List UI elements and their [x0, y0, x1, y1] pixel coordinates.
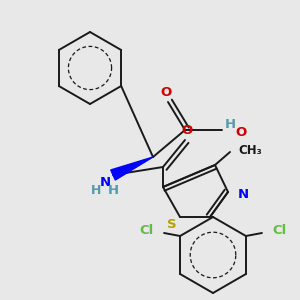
Polygon shape — [111, 157, 153, 180]
Text: O: O — [182, 124, 193, 136]
Text: N: N — [238, 188, 249, 202]
Text: H: H — [91, 184, 101, 197]
Text: S: S — [167, 218, 177, 232]
Text: O: O — [235, 125, 246, 139]
Text: O: O — [160, 86, 172, 100]
Text: CH₃: CH₃ — [238, 143, 262, 157]
Text: Cl: Cl — [140, 224, 154, 238]
Text: N: N — [99, 176, 111, 190]
Text: Cl: Cl — [272, 224, 286, 238]
Text: H: H — [225, 118, 236, 131]
Text: H: H — [107, 184, 118, 197]
